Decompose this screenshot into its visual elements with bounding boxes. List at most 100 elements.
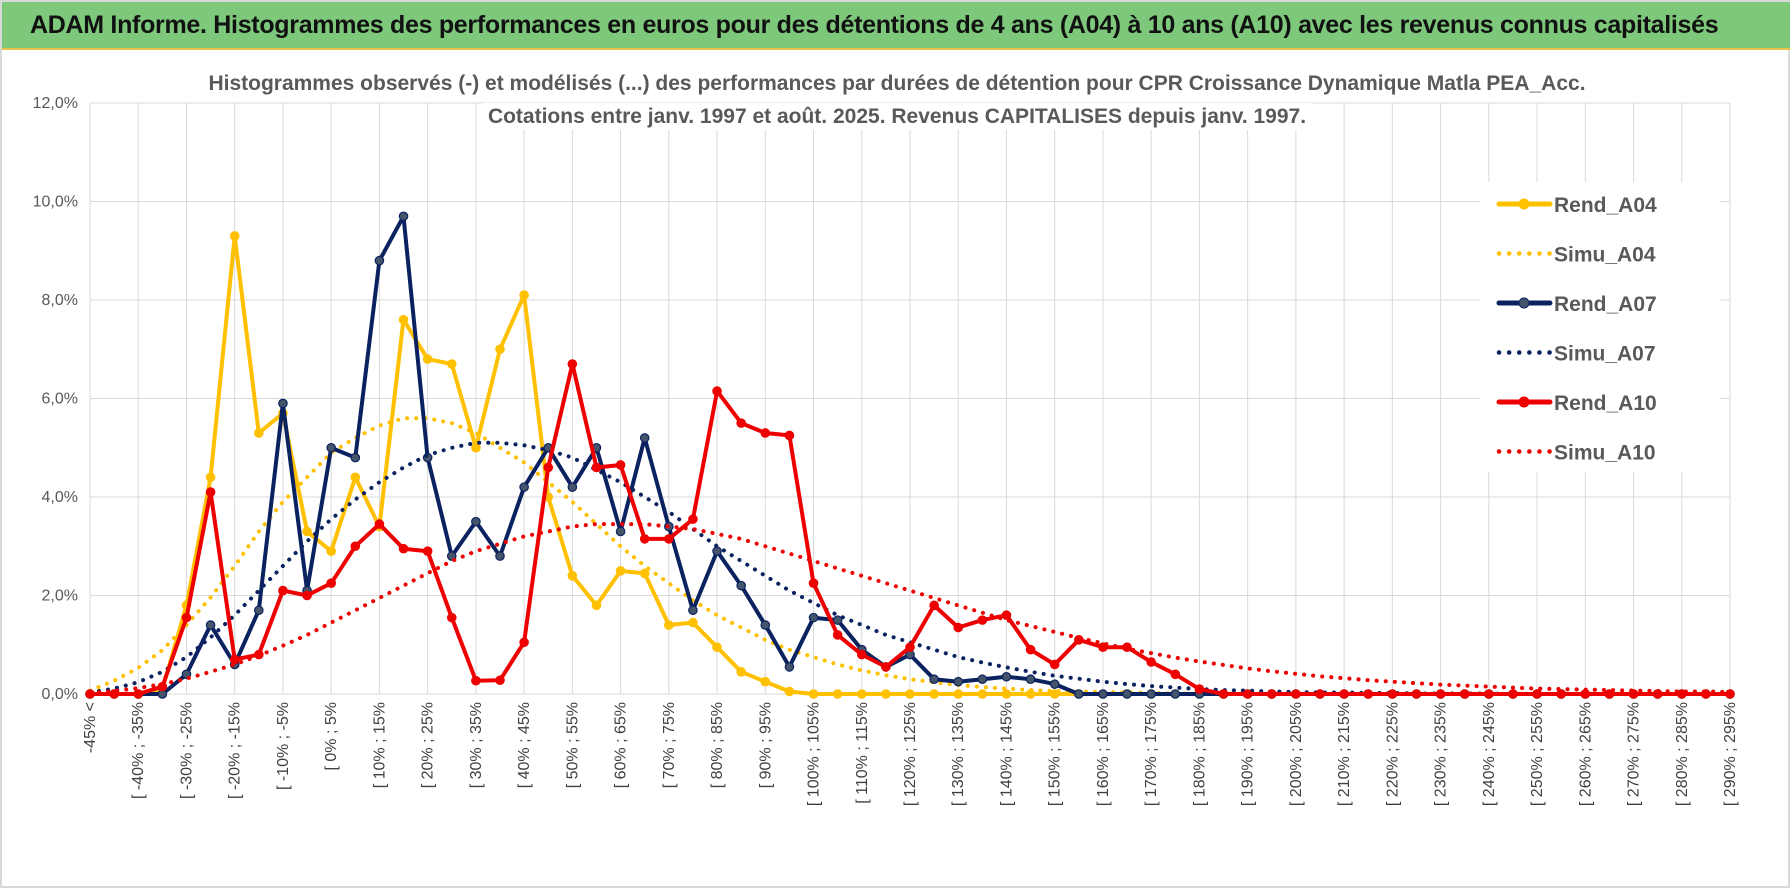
data-point-rend-a07 [567,482,578,492]
data-point-rend-a10 [808,578,819,588]
data-point-rend-a10 [326,578,336,588]
data-point-rend-a10 [1242,689,1253,699]
x-axis: -45% < [ -40% ; -35% [ -30% ; -25% [ -20% ;… [82,702,1739,806]
page-title: ADAM Informe. Histogrammes des performan… [30,11,1719,39]
data-point-rend-a10 [205,487,216,497]
data-point-rend-a07 [1146,689,1156,699]
data-point-rend-a07 [760,620,771,630]
legend-box [1480,182,1720,472]
data-point-rend-a10 [1604,689,1615,699]
data-point-rend-a04 [229,231,240,241]
legend-label-rend-a10: Rend_A10 [1554,392,1657,415]
series-line-simu-a07 [88,440,1732,696]
data-point-rend-a07 [519,482,529,492]
data-point-rend-a04 [350,472,361,483]
data-point-rend-a07 [398,211,409,222]
x-tick-label: [ 0% ; 5% [323,702,340,770]
legend-label-simu-a07: Simu_A07 [1554,343,1656,366]
data-point-rend-a07 [1001,671,1012,682]
data-point-rend-a04 [254,428,264,438]
x-tick-label: [ 180% ; 185% [1191,702,1208,806]
data-point-rend-a04 [567,570,578,581]
data-point-rend-a10 [302,590,312,601]
x-tick-label: [ 30% ; 35% [468,702,485,788]
data-point-rend-a10 [1194,684,1205,694]
data-point-rend-a04 [446,359,457,369]
data-point-rend-a10 [229,654,240,665]
x-tick-label: [ 200% ; 205% [1288,702,1305,806]
legend-label-rend-a07: Rend_A07 [1554,293,1657,316]
chart-title-backdrop [202,70,1592,97]
data-point-rend-a04 [326,546,336,556]
data-point-rend-a07 [1098,689,1108,699]
data-point-rend-a04 [471,442,481,453]
data-point-rend-a07 [736,580,746,591]
data-point-rend-a07 [808,612,819,623]
x-tick-label: [ 290% ; 295% [1722,702,1739,806]
data-point-rend-a07 [784,662,795,672]
data-point-rend-a07 [205,620,216,630]
data-point-rend-a07 [639,433,650,443]
y-tick-label: 2,0% [42,588,78,605]
data-point-rend-a10 [1459,689,1470,699]
data-point-rend-a10 [1049,659,1060,670]
data-point-rend-a04 [615,566,626,576]
y-tick-label: 12,0% [33,95,78,112]
data-point-rend-a04 [591,600,602,611]
data-point-rend-a10 [446,612,457,623]
x-tick-label: [ 10% ; 15% [371,702,388,788]
x-tick-label: [ -40% ; -35% [130,702,147,799]
data-point-rend-a10 [374,519,385,529]
x-tick-label: [ 140% ; 145% [998,702,1015,806]
data-point-rend-a10 [712,386,722,396]
data-point-rend-a10 [1146,657,1156,667]
data-point-rend-a07 [953,676,964,687]
data-point-rend-a10 [1266,689,1277,699]
x-tick-label: [ 150% ; 155% [1047,702,1064,806]
data-point-rend-a10 [591,462,602,473]
legend-label-rend-a04: Rend_A04 [1554,194,1657,217]
data-point-rend-a07 [1074,689,1084,699]
data-point-rend-a04 [1001,689,1012,699]
x-tick-label: [ -20% ; -15% [227,702,244,799]
data-point-rend-a10 [1508,689,1518,699]
data-point-rend-a10 [519,637,529,648]
y-tick-label: 6,0% [42,391,78,408]
legend-marker-rend-a07 [1518,297,1530,309]
data-point-rend-a04 [832,689,843,699]
x-tick-label: -45% < [82,702,99,753]
data-point-rend-a10 [398,543,409,554]
x-tick-label: [ -10% ; -5% [275,702,292,790]
x-tick-label: [ 280% ; 285% [1674,702,1691,806]
y-tick-label: 4,0% [42,489,78,506]
data-point-rend-a07 [1049,679,1060,689]
data-point-rend-a04 [905,689,915,699]
data-point-rend-a10 [1725,689,1735,699]
x-tick-label: [ 270% ; 275% [1626,702,1643,806]
x-tick-label: [ 40% ; 45% [516,702,533,788]
legend-marker-rend-a04 [1518,198,1530,210]
data-point-rend-a10 [471,675,481,686]
data-point-rend-a07 [1122,689,1132,699]
data-point-rend-a04 [688,617,698,628]
chart-title-line: Cotations entre janv. 1997 et août. 2025… [488,105,1306,128]
data-point-rend-a04 [205,472,216,483]
x-tick-label: [ 110% ; 115% [854,702,871,804]
data-point-rend-a10 [567,359,578,369]
data-point-rend-a04 [302,526,312,537]
x-tick-label: [ 50% ; 55% [564,702,581,788]
data-point-rend-a07 [278,398,288,409]
x-tick-label: [ 120% ; 125% [902,702,919,806]
data-point-rend-a10 [664,534,674,544]
data-point-rend-a10 [784,430,795,441]
data-point-rend-a07 [374,255,385,266]
series-layer [85,211,1735,699]
data-point-rend-a04 [495,344,505,355]
data-point-rend-a10 [1556,689,1566,699]
data-point-rend-a04 [881,689,891,699]
data-point-rend-a04 [398,314,409,325]
data-point-rend-a04 [664,620,674,630]
data-point-rend-a10 [1025,644,1036,655]
data-point-rend-a10 [688,514,698,524]
